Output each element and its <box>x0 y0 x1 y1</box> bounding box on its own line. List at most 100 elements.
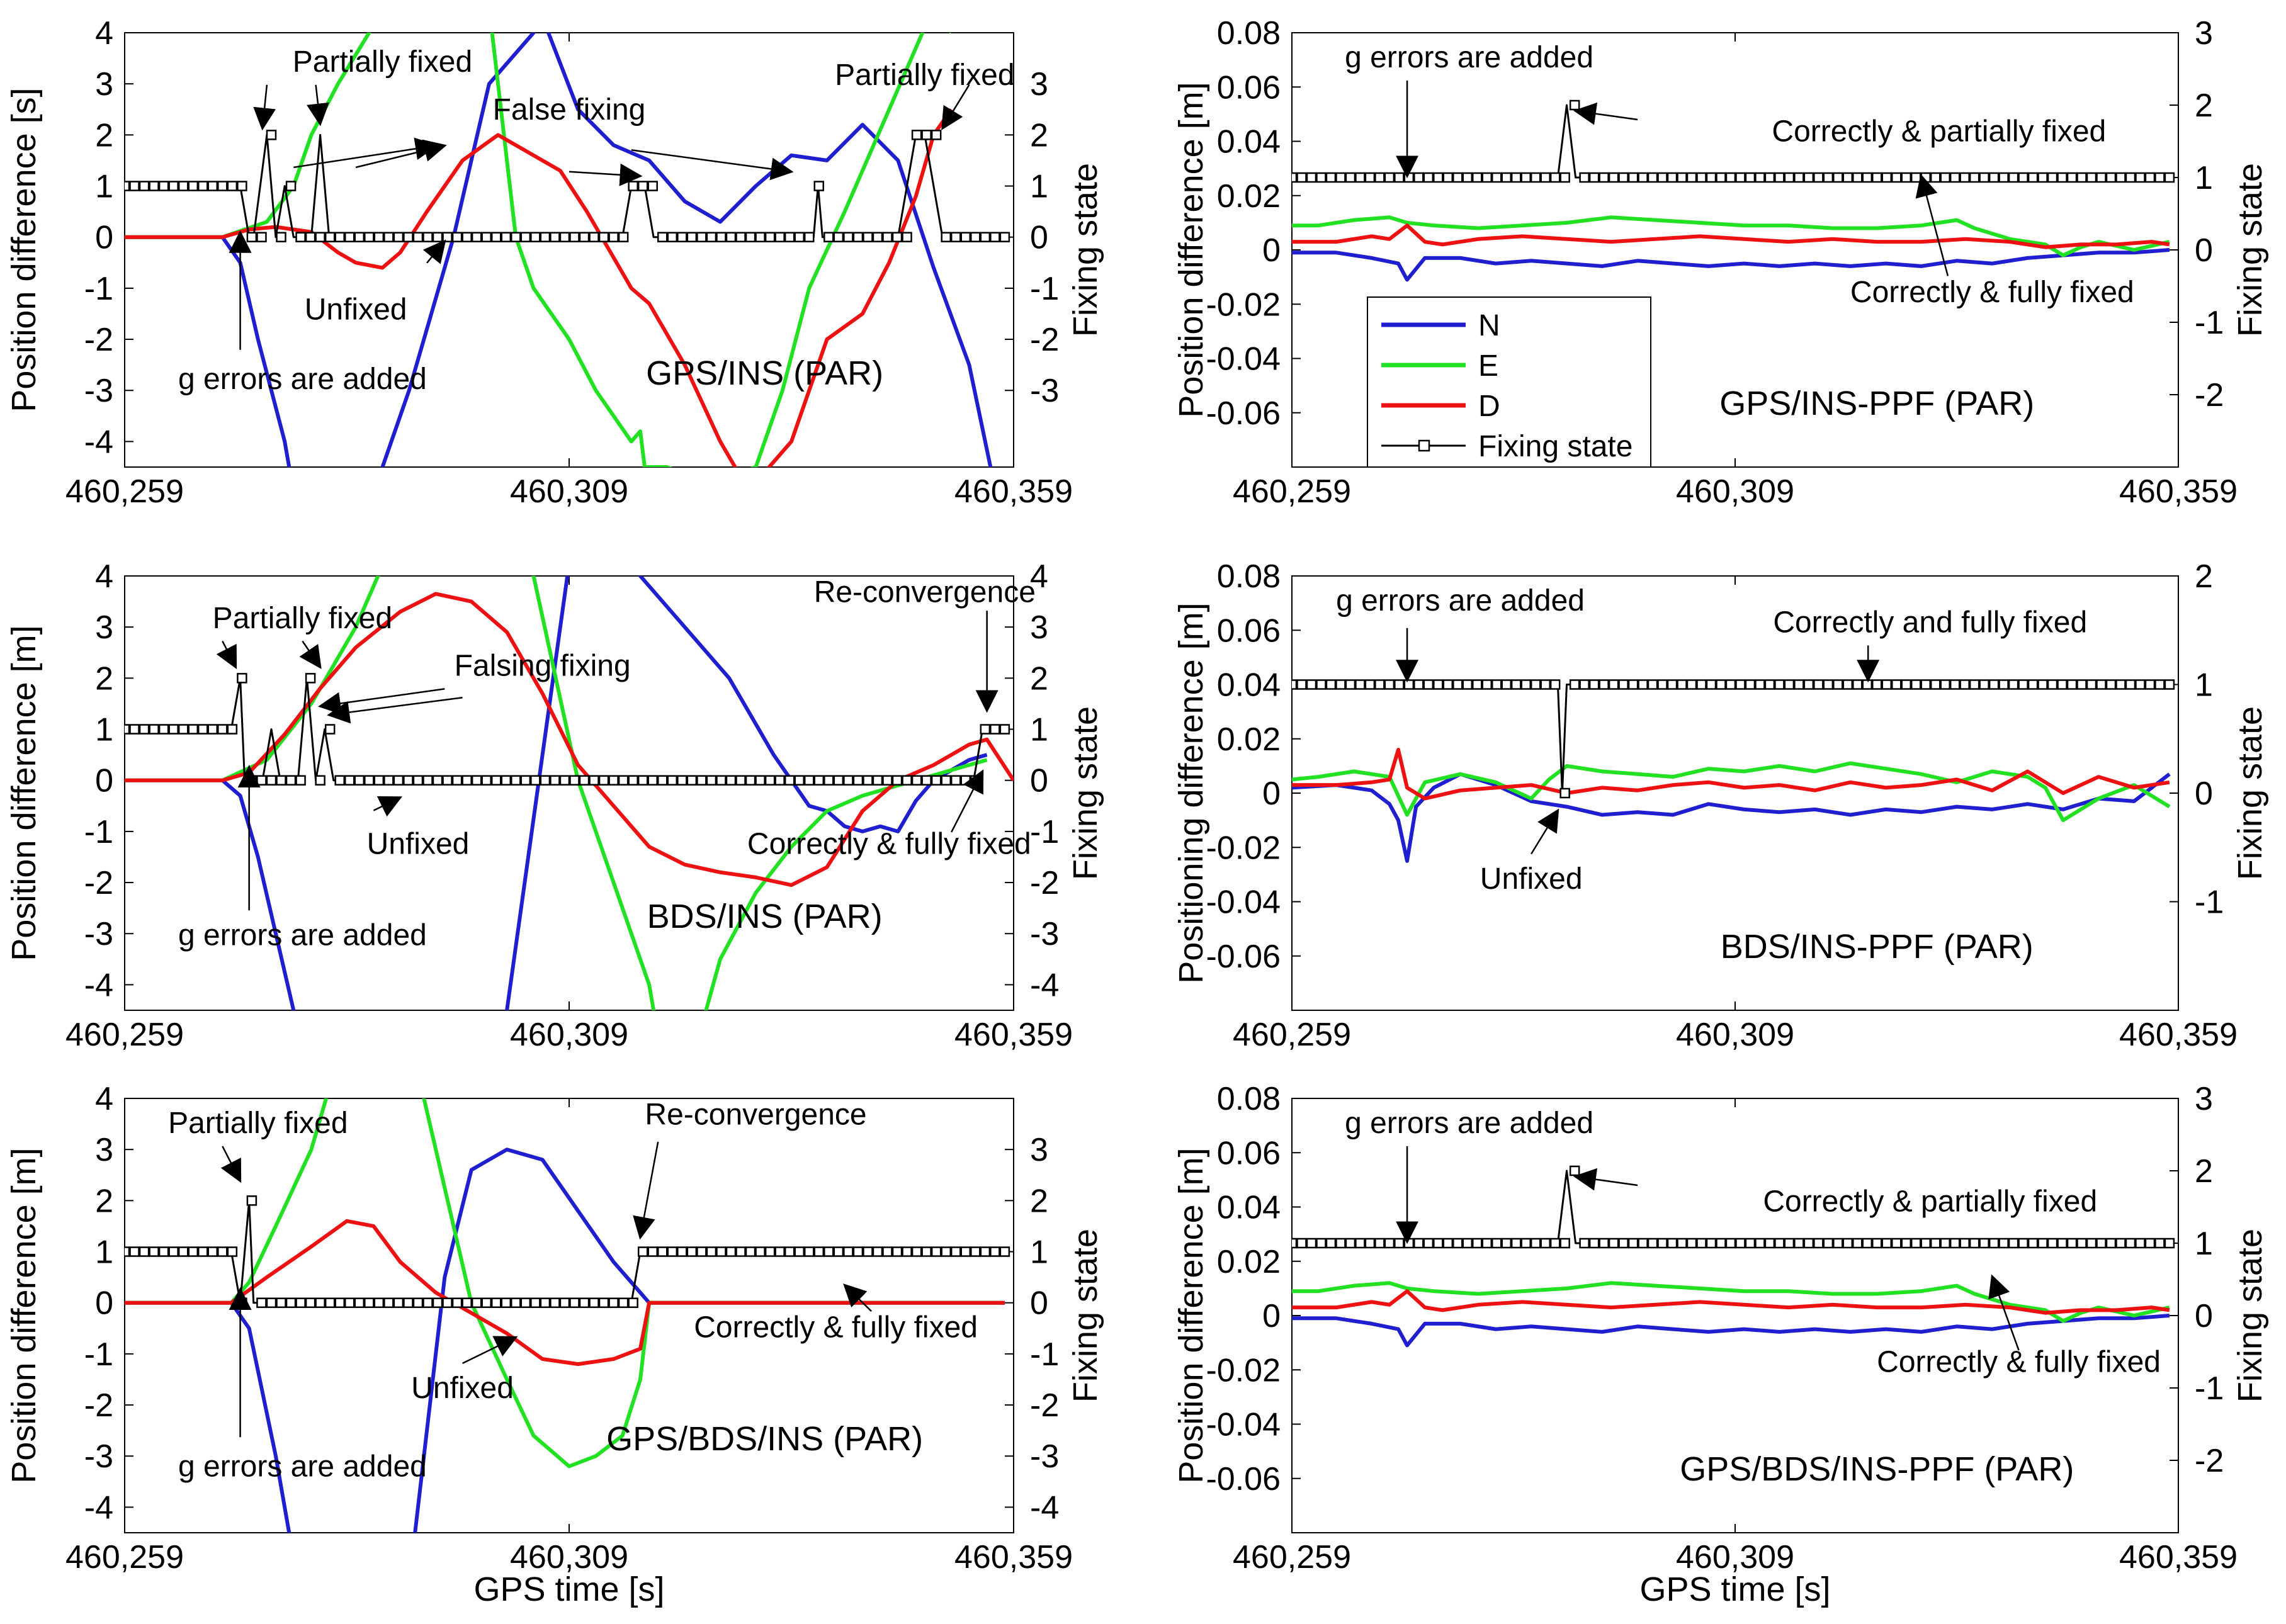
fixing-state-marker <box>178 1246 189 1257</box>
fixing-state-marker <box>941 775 951 786</box>
fixing-state-marker <box>1296 172 1307 183</box>
fixing-state-marker <box>1442 1238 1454 1249</box>
y-tick-label: 0.08 <box>1217 558 1281 595</box>
fixing-state-marker <box>1599 172 1609 183</box>
y-tick-label: -3 <box>84 1438 113 1475</box>
x-tick-label: 460,259 <box>65 473 184 510</box>
fixing-state-marker <box>471 1297 482 1308</box>
fixing-state-marker <box>1647 679 1658 690</box>
y-tick-label: 1 <box>95 712 113 748</box>
fixing-state-marker <box>1891 679 1902 690</box>
fixing-state-marker <box>1716 172 1726 183</box>
y-tick-label: -0.06 <box>1206 395 1281 432</box>
fixing-state-marker <box>2125 1238 2136 1249</box>
fixing-state-marker <box>393 775 404 786</box>
fixing-state-marker <box>598 1297 609 1308</box>
y2-tick-label: -1 <box>1030 1336 1059 1373</box>
y-tick-label: -2 <box>84 1387 113 1424</box>
fixing-state-marker <box>461 1297 472 1308</box>
fixing-state-marker <box>628 181 638 191</box>
y-tick-label: 2 <box>95 660 113 697</box>
fixing-state-marker <box>1530 1238 1541 1249</box>
series-line-n <box>125 576 988 1010</box>
fixing-state-marker <box>647 181 658 191</box>
y2-tick-label: 0 <box>2195 775 2213 812</box>
annotation-arrow <box>951 769 984 833</box>
y2-tick-label: -4 <box>1030 1489 1059 1526</box>
fixing-state-marker <box>1540 1238 1551 1249</box>
fixing-state-marker <box>1862 1238 1873 1249</box>
fixing-state-marker <box>1677 172 1687 183</box>
fixing-state-marker <box>2018 172 2029 183</box>
y-tick-label: 0 <box>95 763 113 799</box>
fixing-state-marker <box>198 724 208 735</box>
y-tick-label: -0.04 <box>1206 341 1281 378</box>
series-line-d <box>1292 223 2170 249</box>
x-tick-label: 460,259 <box>1233 1017 1351 1053</box>
fixing-state-marker <box>774 775 785 786</box>
fixing-state-marker <box>764 1246 776 1257</box>
fixing-state-marker <box>1764 1238 1775 1249</box>
fixing-state-marker <box>1355 679 1366 690</box>
fixing-state-marker <box>1833 679 1843 690</box>
fixing-state-marker <box>1949 172 1961 183</box>
annotation-arrow <box>1988 1274 2020 1351</box>
fixing-state-marker <box>393 1297 404 1308</box>
fixing-state-marker <box>1833 1238 1843 1249</box>
y2-tick-label: -2 <box>1030 322 1059 358</box>
fixing-state-marker <box>354 775 365 786</box>
fixing-state-marker <box>735 1246 746 1257</box>
fixing-state-marker <box>569 232 580 242</box>
fixing-state-marker <box>2057 172 2068 183</box>
fixing-state-marker <box>1745 1238 1756 1249</box>
fixing-state-marker <box>1374 1238 1385 1249</box>
annotation-label: g errors are added <box>1345 41 1593 74</box>
fixing-state-marker <box>598 232 609 242</box>
fixing-state-marker <box>902 232 912 242</box>
fixing-state-marker <box>1345 1238 1356 1249</box>
fixing-state-marker <box>129 181 140 191</box>
fixing-state-marker <box>1638 172 1648 183</box>
fixing-state-marker <box>1755 1238 1765 1249</box>
fixing-state-marker <box>2154 679 2165 690</box>
fixing-state-marker <box>246 232 257 242</box>
fixing-state-marker <box>1618 1238 1629 1249</box>
fixing-state-marker <box>1627 679 1639 690</box>
fixing-state-marker <box>1998 679 2009 690</box>
x-tick-label: 460,359 <box>954 1017 1073 1053</box>
fixing-state-marker <box>1364 679 1376 690</box>
y-tick-label: 0.08 <box>1217 1081 1281 1117</box>
fixing-state-marker <box>1969 172 1980 183</box>
fixing-state-marker <box>1988 679 2000 690</box>
y-tick-label: 0.06 <box>1217 1135 1281 1171</box>
y2-tick-label: 1 <box>1030 1234 1048 1271</box>
fixing-state-marker <box>891 1246 903 1257</box>
fixing-state-marker <box>696 1246 707 1257</box>
fixing-state-marker <box>833 232 844 242</box>
fixing-state-marker <box>569 775 580 786</box>
y2-tick-label: 0 <box>1030 220 1048 256</box>
fixing-state-marker <box>1706 172 1717 183</box>
fixing-state-marker <box>813 181 825 191</box>
fixing-state-marker <box>863 232 873 242</box>
fixing-state-marker <box>1374 172 1385 183</box>
series-line-e <box>1292 215 2170 257</box>
fixing-state-marker <box>217 181 228 191</box>
fixing-state-marker <box>207 1246 218 1257</box>
y-tick-label: 0.02 <box>1217 1244 1281 1280</box>
fixing-state-marker <box>657 232 668 242</box>
fixing-state-marker <box>481 232 492 242</box>
y-tick-label: -3 <box>84 373 113 409</box>
fixing-state-marker <box>1501 1238 1512 1249</box>
series-group <box>1292 1165 2175 1348</box>
fixing-state-marker <box>950 775 961 786</box>
fixing-state-marker <box>745 232 756 242</box>
series-line-e <box>125 576 988 1010</box>
fixing-state-marker <box>158 724 169 735</box>
x-tick-label: 460,359 <box>2119 1539 2238 1576</box>
fixing-state-marker <box>1940 679 1950 690</box>
y-tick-label: -1 <box>84 814 113 850</box>
series-group <box>125 1098 1010 1533</box>
fixing-state-marker <box>1588 679 1600 690</box>
fixing-state-marker <box>1316 679 1327 690</box>
